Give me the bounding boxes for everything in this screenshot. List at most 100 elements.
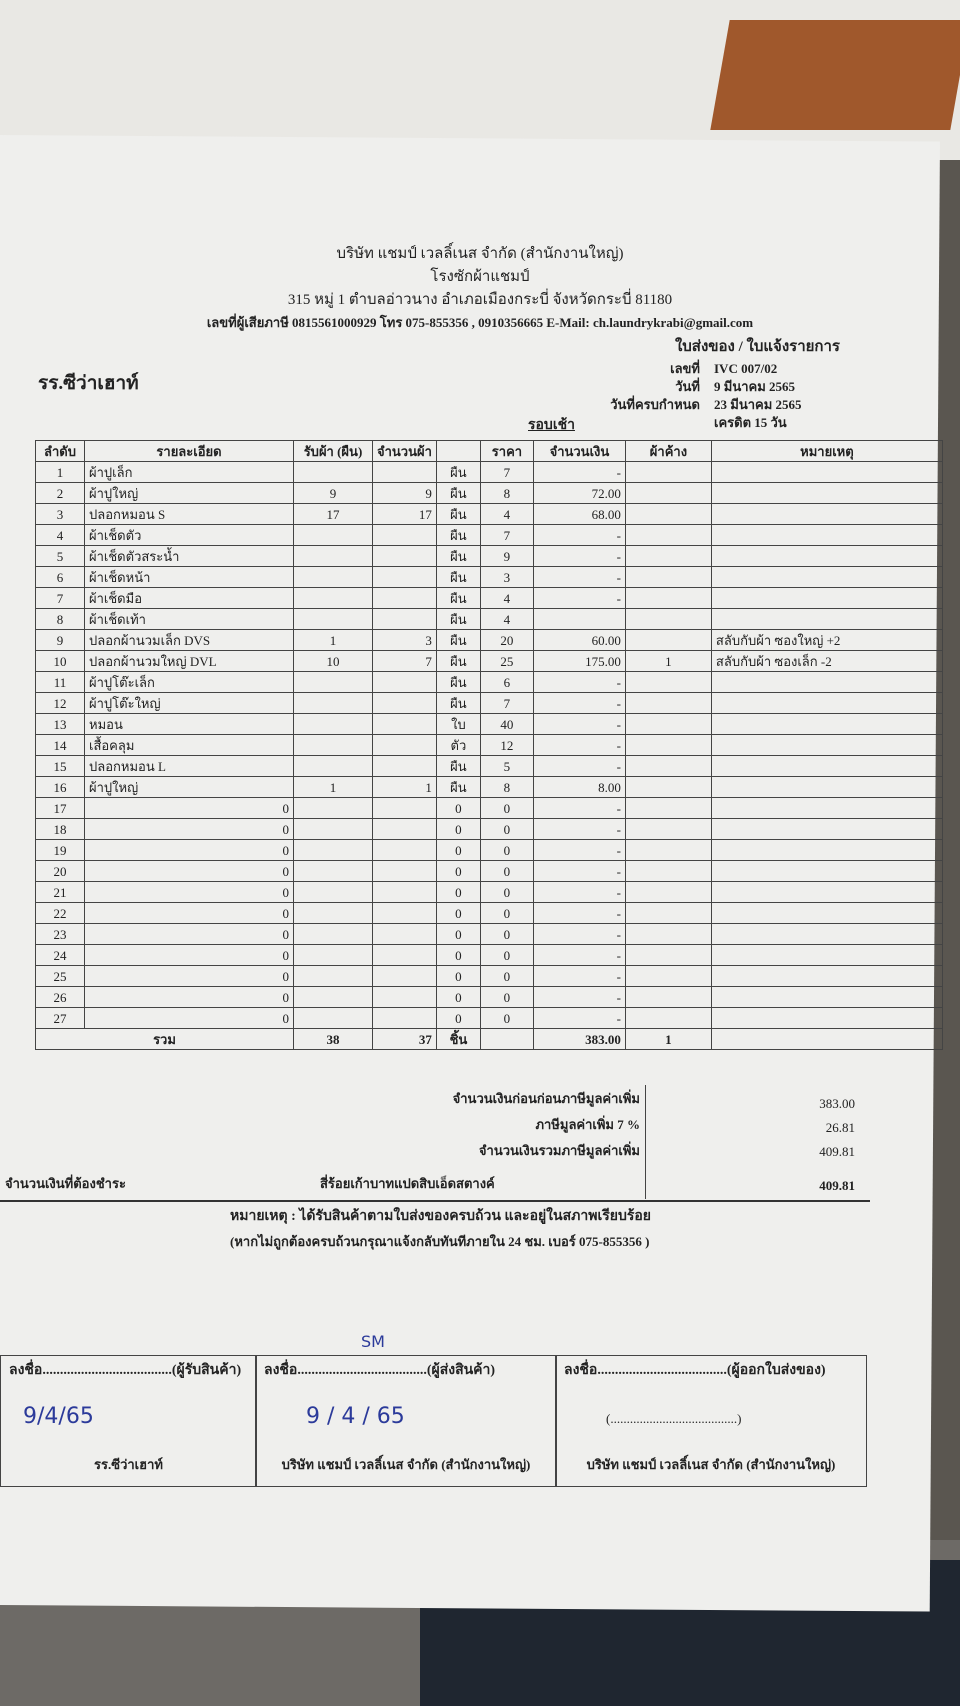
cell-description: 0 <box>84 860 294 882</box>
cell-unit: ผืน <box>435 545 481 567</box>
cell-unit: 0 <box>435 818 481 840</box>
table-row: 19 0 0 0- <box>35 839 943 861</box>
cell-pending <box>624 797 712 819</box>
cell-received <box>293 608 373 630</box>
cell-description: ผ้าเช็ดตัวสระน้ำ <box>84 545 294 567</box>
total-amount: 383.00 <box>532 1028 626 1050</box>
cell-description: ผ้าปูใหญ่ <box>84 482 294 504</box>
cell-amount: - <box>532 797 626 819</box>
total-row: รวม 38 37 ชิ้น 383.00 1 <box>35 1028 943 1050</box>
cell-description: ปลอกหมอน S <box>84 503 294 525</box>
header-col-description: รายละเอียด <box>84 440 294 462</box>
cell-no: 13 <box>35 713 85 735</box>
cell-remark <box>710 524 943 546</box>
cell-pending <box>624 902 712 924</box>
table-row: 3 ปลอกหมอน S 17 17 ผืน 4 68.00 <box>35 503 943 525</box>
cell-description: 0 <box>84 818 294 840</box>
signature-box: ลงชื่อ..................................… <box>255 1332 557 1487</box>
table-row: 6 ผ้าเช็ดหน้า ผืน 3- <box>35 566 943 588</box>
company-name: บริษัท แชมป์ เวลลิ์เนส จำกัด (สำนักงานให… <box>336 246 624 262</box>
cell-description: 0 <box>84 923 294 945</box>
table-row: 27 0 0 0- <box>35 1007 943 1029</box>
cell-pending <box>624 944 712 966</box>
cell-unit: 0 <box>435 1007 481 1029</box>
cell-description: ปลอกผ้านวมเล็ก DVS <box>84 629 294 651</box>
cell-price: 0 <box>479 1007 534 1029</box>
background-wood <box>710 20 960 130</box>
cell-no: 16 <box>35 776 85 798</box>
cell-amount: - <box>532 566 626 588</box>
cell-received <box>293 818 373 840</box>
cell-amount: - <box>532 461 626 483</box>
cell-remark <box>710 944 943 966</box>
cell-amount: - <box>532 1007 626 1029</box>
total-pending: 1 <box>624 1028 712 1050</box>
cell-description: 0 <box>84 902 294 924</box>
cell-quantity <box>372 923 437 945</box>
cell-quantity <box>372 797 437 819</box>
cell-price: 4 <box>479 503 534 525</box>
incl-vat-label: จำนวนเงินรวมภาษีมูลค่าเพิ่ม <box>478 1143 640 1158</box>
table-row: 15 ปลอกหมอน L ผืน 5- <box>35 755 943 777</box>
cell-received <box>293 860 373 882</box>
cell-pending <box>624 608 712 630</box>
cell-unit: ผืน <box>435 587 481 609</box>
note-contact: (หากไม่ถูกต้องครบถ้วนกรุณาแจ้งกลับทันทีภ… <box>230 1234 650 1249</box>
cell-received <box>293 461 373 483</box>
items-table: ลำดับ รายละเอียด รับผ้า (ผืน) จำนวนผ้า ราคาจ… <box>35 440 943 1050</box>
cell-pending <box>624 461 712 483</box>
cell-description: 0 <box>84 797 294 819</box>
company-contact: เลขที่ผู้เสียภาษี 0815561000929 โทร 075-… <box>206 315 754 330</box>
cell-no: 10 <box>35 650 85 672</box>
cell-amount: - <box>532 923 626 945</box>
cell-no: 2 <box>35 482 85 504</box>
table-row: 23 0 0 0- <box>35 923 943 945</box>
cell-pending <box>624 839 712 861</box>
cell-received: 1 <box>293 776 373 798</box>
doc-no: IVC 007/02 <box>714 361 778 376</box>
signature-box: ลงชื่อ..................................… <box>0 1355 257 1487</box>
cell-price: 7 <box>479 692 534 714</box>
cell-unit: 0 <box>435 923 481 945</box>
total-empty <box>710 1028 943 1050</box>
cell-quantity <box>372 1007 437 1029</box>
cell-received <box>293 944 373 966</box>
pre-vat-label: จำนวนเงินก่อนก่อนภาษีมูลค่าเพิ่ม <box>452 1091 640 1106</box>
cell-quantity: 1 <box>372 776 437 798</box>
cell-remark <box>710 692 943 714</box>
cell-pending <box>624 545 712 567</box>
note-received: หมายเหตุ : ได้รับสินค้าตามใบส่งของครบถ้ว… <box>230 1209 651 1224</box>
cell-unit: ผืน <box>435 755 481 777</box>
cell-amount: - <box>532 692 626 714</box>
cell-received <box>293 1007 373 1029</box>
cell-amount: - <box>532 860 626 882</box>
cell-description: ผ้าเช็ดหน้า <box>84 566 294 588</box>
cell-unit: 0 <box>435 944 481 966</box>
cell-quantity <box>372 692 437 714</box>
cell-no: 14 <box>35 734 85 756</box>
due-date-label: วันที่ครบกำหนด <box>610 397 700 412</box>
cell-description: 0 <box>84 881 294 903</box>
cell-no: 6 <box>35 566 85 588</box>
total-unit: ชิ้น <box>435 1028 481 1050</box>
cell-pending <box>624 503 712 525</box>
cell-price: 0 <box>479 944 534 966</box>
cell-pending <box>624 818 712 840</box>
table-row: 17 0 0 0- <box>35 797 943 819</box>
cell-no: 12 <box>35 692 85 714</box>
cell-unit: ผืน <box>435 629 481 651</box>
cell-unit: 0 <box>435 860 481 882</box>
header-col-remark: หมายเหตุ <box>710 440 943 462</box>
cell-price: 0 <box>479 860 534 882</box>
table-row: 20 0 0 0- <box>35 860 943 882</box>
cell-unit: 0 <box>435 965 481 987</box>
cell-unit: ผืน <box>435 776 481 798</box>
cell-received <box>293 986 373 1008</box>
cell-remark <box>710 671 943 693</box>
cell-quantity <box>372 818 437 840</box>
cell-quantity <box>372 965 437 987</box>
table-row: 14 เสื้อคลุม ตัว 12- <box>35 734 943 756</box>
cell-remark: สลับกับผ้า ซองใหญ่ +2 <box>710 629 943 651</box>
cell-amount: 175.00 <box>532 650 626 672</box>
cell-amount: - <box>532 734 626 756</box>
